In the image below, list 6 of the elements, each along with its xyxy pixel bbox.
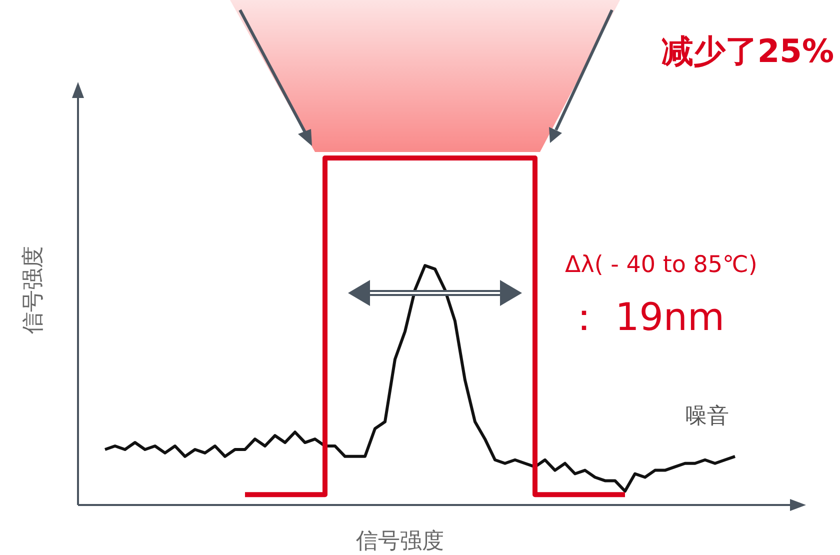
annotation: Δλ( - 40 to 85℃): [565, 252, 758, 278]
x-axis-title: 信号强度: [356, 529, 444, 554]
text: 减少了25%: [661, 32, 834, 70]
annotation: ： 19nm: [565, 295, 725, 339]
y-axis-title: 信号强度: [21, 246, 46, 334]
annotation: 噪音: [685, 404, 729, 429]
